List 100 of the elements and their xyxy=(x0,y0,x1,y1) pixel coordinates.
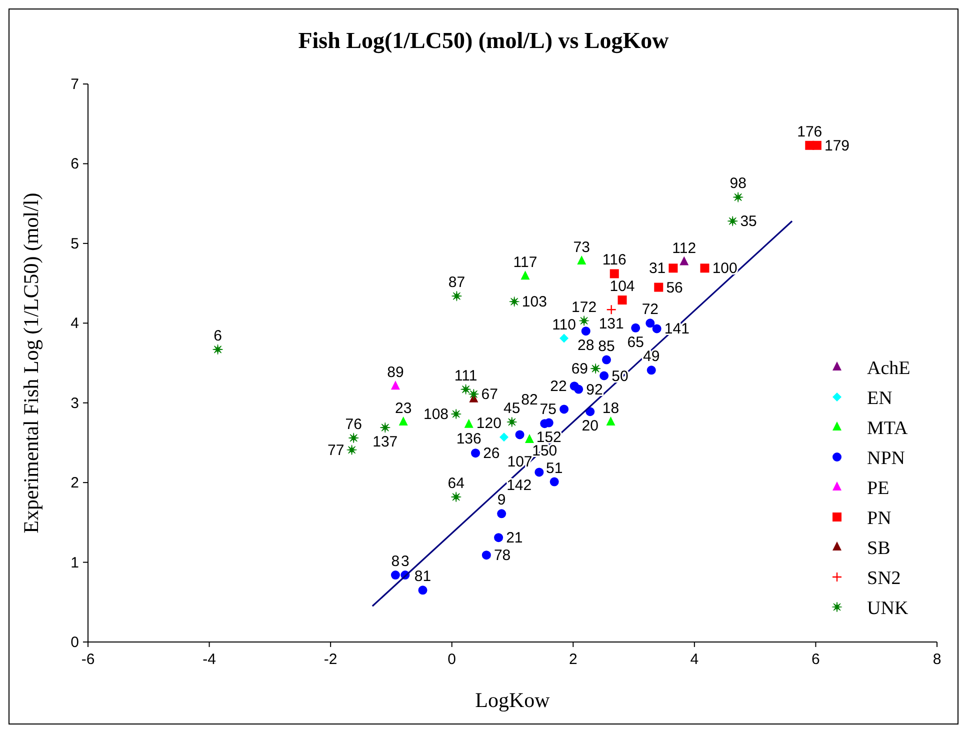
point xyxy=(646,318,655,328)
point xyxy=(497,509,506,518)
point xyxy=(506,416,518,428)
point xyxy=(500,432,509,442)
legend-label: MTA xyxy=(867,418,908,439)
point xyxy=(574,384,584,394)
y-tick-label: 7 xyxy=(70,76,79,93)
annotation: 111 xyxy=(454,367,478,384)
annotation: 176 xyxy=(797,123,822,140)
point xyxy=(577,255,586,264)
point xyxy=(606,416,616,426)
annotation: 78 xyxy=(494,547,511,564)
point xyxy=(680,256,689,266)
annotation: 65 xyxy=(627,334,644,351)
annotation: 72 xyxy=(642,301,659,318)
x-tick-label: 6 xyxy=(812,651,820,668)
annotation: 77 xyxy=(328,442,344,459)
annotation: 120 xyxy=(476,415,502,432)
annotation: 81 xyxy=(414,568,432,586)
annotation: 76 xyxy=(345,416,362,433)
point xyxy=(602,355,611,364)
annotation: 137 xyxy=(372,434,398,451)
point xyxy=(600,371,609,380)
point xyxy=(390,570,400,580)
point xyxy=(550,477,559,486)
point xyxy=(618,296,627,305)
point xyxy=(652,324,662,334)
point xyxy=(560,334,569,343)
point xyxy=(727,216,738,226)
x-tick-label: 2 xyxy=(568,651,578,668)
annotation: 3 xyxy=(400,553,410,570)
y-tick-label: 5 xyxy=(70,235,79,252)
point xyxy=(482,550,491,560)
annotation: 23 xyxy=(395,400,412,417)
annotation: 67 xyxy=(481,386,498,404)
x-axis-title: LogKow xyxy=(475,688,551,712)
annotation: 73 xyxy=(573,238,590,256)
point xyxy=(451,290,462,302)
annotation: 98 xyxy=(730,175,746,192)
annotation: 179 xyxy=(824,137,850,154)
y-tick-label: 2 xyxy=(70,474,79,492)
annotation: 85 xyxy=(598,338,615,355)
legend-label: UNK xyxy=(867,598,908,619)
annotation: 172 xyxy=(572,298,597,316)
annotation: 92 xyxy=(586,381,603,398)
point xyxy=(460,384,472,395)
x-tick-label: 0 xyxy=(448,651,456,668)
point xyxy=(631,323,640,332)
annotation: 49 xyxy=(643,348,660,366)
point xyxy=(732,192,744,202)
point xyxy=(212,344,224,355)
legend-label: AchE xyxy=(867,358,910,379)
point xyxy=(346,444,358,456)
y-tick-label: 4 xyxy=(70,315,79,332)
annotation: 131 xyxy=(598,316,624,333)
point xyxy=(348,432,359,444)
annotation: 142 xyxy=(506,477,532,494)
point xyxy=(390,380,400,390)
point xyxy=(380,422,390,433)
point xyxy=(468,388,479,400)
chart-title: Fish Log(1/LC50) (mol/L) vs LogKow xyxy=(298,28,670,54)
legend-label: SN2 xyxy=(867,568,901,589)
x-tick-label: 8 xyxy=(932,651,942,668)
annotation: 136 xyxy=(456,430,482,448)
point xyxy=(398,416,408,426)
annotation: 75 xyxy=(540,401,556,418)
annotation: 45 xyxy=(504,400,520,417)
annotation: 18 xyxy=(602,400,620,417)
annotation: 6 xyxy=(214,327,222,344)
point xyxy=(590,363,601,374)
point xyxy=(509,296,520,307)
annotation: 21 xyxy=(506,530,523,547)
x-tick-label: -2 xyxy=(324,651,338,668)
point xyxy=(560,404,569,414)
point xyxy=(700,264,710,273)
annotation: 8 xyxy=(391,553,400,570)
point xyxy=(578,315,590,326)
annotation: 116 xyxy=(602,252,626,269)
legend-label: SB xyxy=(867,538,890,559)
x-tick-label: 4 xyxy=(690,651,699,668)
point xyxy=(606,304,616,315)
annotation: 9 xyxy=(497,492,506,509)
annotation: 104 xyxy=(610,278,635,296)
point xyxy=(646,366,656,375)
annotation: 69 xyxy=(571,360,588,378)
point xyxy=(494,533,504,542)
annotation: 87 xyxy=(448,274,466,292)
point xyxy=(520,270,530,280)
legend-label: PE xyxy=(867,478,890,499)
annotation: 28 xyxy=(578,337,594,354)
annotation: 51 xyxy=(546,460,563,477)
point xyxy=(515,430,524,440)
y-tick-label: 3 xyxy=(70,394,79,412)
annotation: 82 xyxy=(521,392,538,409)
point xyxy=(524,434,534,444)
annotation: 110 xyxy=(552,316,576,334)
point xyxy=(450,408,462,420)
legend-label: PN xyxy=(867,508,892,529)
annotation: 112 xyxy=(672,240,696,257)
annotation: 117 xyxy=(513,254,538,272)
